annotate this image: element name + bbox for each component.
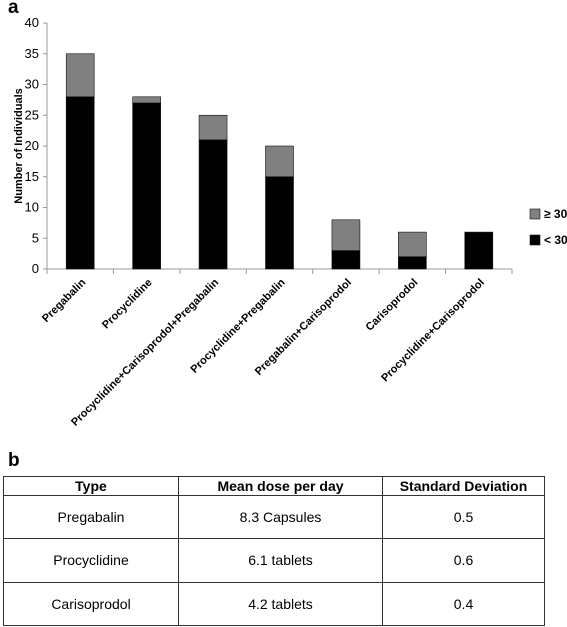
header-standard-deviation: Standard Deviation (382, 476, 545, 496)
cell-type: Carisoprodol (3, 581, 179, 627)
chart-bars (65, 53, 494, 270)
bar-segment (331, 219, 361, 251)
legend-label: < 30 (544, 233, 567, 247)
table-row: Carisoprodol 4.2 tablets 0.4 (3, 581, 545, 627)
cell-standard-deviation: 0.4 (382, 581, 545, 627)
bar-segment (65, 96, 95, 270)
y-tick-label: 25 (25, 107, 39, 122)
bar-segment (65, 53, 95, 98)
cell-type: Procyclidine (3, 538, 179, 583)
legend-swatch (529, 234, 541, 246)
y-tick-label: 0 (32, 261, 39, 276)
cell-standard-deviation: 0.6 (382, 538, 545, 583)
y-tick-label: 20 (25, 138, 39, 153)
chart-axes: 0 5 10 15 20 25 30 35 40 Number of Individuals (13, 15, 513, 276)
bar-segment (464, 231, 494, 270)
cell-mean-dose: 4.2 tablets (178, 581, 383, 627)
y-tick-label: 30 (25, 77, 39, 92)
x-tick-label: Procyclidine (100, 277, 155, 332)
y-tick-label: 40 (25, 15, 39, 30)
panel-label-a: a (8, 0, 19, 18)
bar-segment (198, 114, 228, 141)
bar-segment (198, 139, 228, 270)
x-tick-labels: Pregabalin ProcyclidineProcyclidine+Caris… (40, 276, 487, 428)
bar-segment (265, 176, 294, 270)
y-tick-label: 10 (25, 200, 39, 215)
dose-table: Type Mean dose per day Standard Deviatio… (3, 476, 545, 627)
bar-segment (331, 250, 361, 270)
legend-swatch (529, 208, 541, 220)
table-row: Procyclidine 6.1 tablets 0.6 (3, 538, 545, 583)
cell-type: Pregabalin (3, 494, 179, 540)
x-tick-label: Pregabalin (40, 276, 88, 324)
stacked-bar-chart: 0 5 10 15 20 25 30 35 40 Number of Individuals Pr… (13, 15, 567, 429)
table-header-row: Type Mean dose per day Standard Deviatio… (3, 476, 545, 496)
x-tick-label: Procyclidine+Carisoprodol+Pregabalin (69, 276, 221, 428)
y-axis-label: Number of Individuals (13, 88, 25, 204)
cell-mean-dose: 6.1 tablets (178, 538, 383, 583)
y-tick-label: 35 (25, 46, 39, 61)
bar-segment (132, 102, 161, 270)
legend-label: ≥ 30 (544, 207, 567, 221)
header-mean-dose: Mean dose per day (178, 476, 383, 496)
panel-label-b: b (8, 450, 20, 471)
bar-segment (265, 145, 294, 178)
x-tick-label: Carisoprodol (364, 277, 421, 334)
bar-segment (132, 96, 161, 104)
header-type: Type (3, 476, 179, 496)
bar-segment (398, 256, 427, 270)
bar-segment (398, 231, 427, 258)
y-tick-label: 5 (32, 230, 39, 245)
y-tick-label: 15 (25, 169, 39, 184)
table-row: Pregabalin 8.3 Capsules 0.5 (3, 494, 545, 540)
cell-mean-dose: 8.3 Capsules (178, 494, 383, 540)
cell-standard-deviation: 0.5 (382, 494, 545, 540)
chart-legend: ≥ 30 < 30 (529, 207, 567, 247)
